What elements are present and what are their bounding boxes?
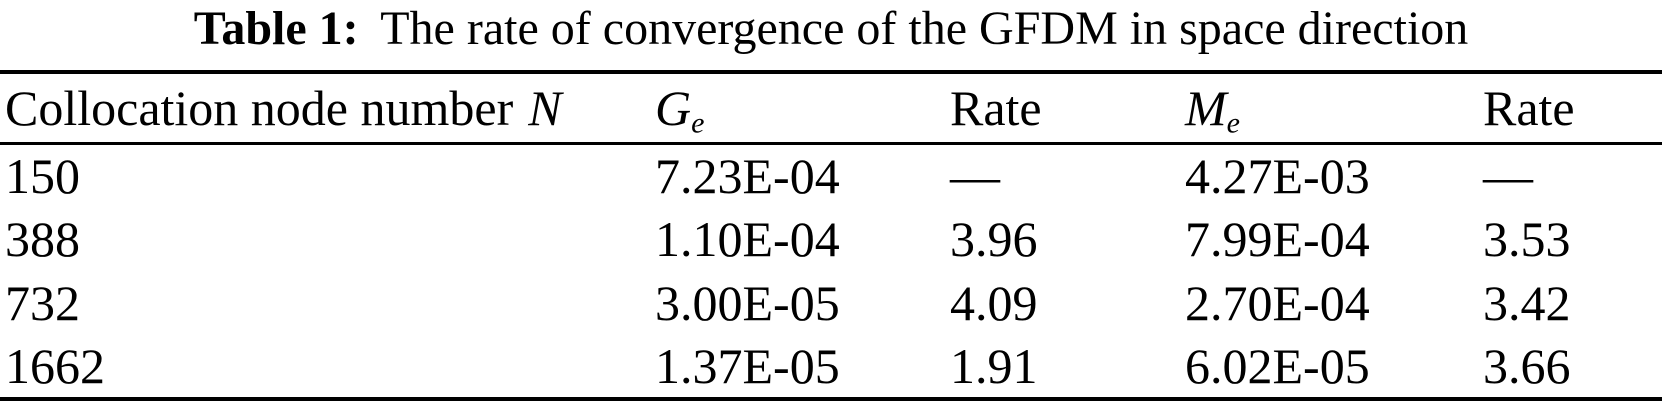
cell-ge-rate: — — [950, 147, 1000, 204]
col-header-node-number-text: Collocation node number — [5, 79, 514, 136]
table-row: 150 7.23E-04 — 4.27E-03 — — [0, 143, 1662, 207]
col-header-ge: Ge — [655, 72, 950, 143]
cell-ge-rate: 4.09 — [950, 275, 1038, 331]
col-header-ge-symbol: G — [655, 79, 692, 136]
table-body: 150 7.23E-04 — 4.27E-03 — 388 1.10E-04 3… — [0, 143, 1662, 399]
convergence-table: Collocation node number N Ge Rate Me Rate… — [0, 70, 1662, 401]
cell-node-number: 1662 — [5, 338, 105, 394]
table-row: 1662 1.37E-05 1.91 6.02E-05 3.66 — [0, 335, 1662, 399]
cell-node-number: 732 — [5, 275, 80, 331]
cell-ge: 1.37E-05 — [655, 338, 840, 394]
cell-ge: 1.10E-04 — [655, 211, 840, 267]
cell-me: 4.27E-03 — [1185, 147, 1370, 204]
cell-me: 2.70E-04 — [1185, 275, 1370, 331]
table-header: Collocation node number N Ge Rate Me Rate — [0, 72, 1662, 143]
cell-ge: 7.23E-04 — [655, 147, 840, 204]
table-row: 388 1.10E-04 3.96 7.99E-04 3.53 — [0, 207, 1662, 271]
cell-ge-rate: 1.91 — [950, 338, 1038, 394]
cell-me-rate: 3.53 — [1483, 211, 1571, 267]
table-caption: Table 1: The rate of convergence of the G… — [0, 0, 1662, 70]
col-header-me-symbol: M — [1185, 79, 1227, 136]
col-header-node-number-symbol: N — [528, 79, 562, 136]
col-header-node-number: Collocation node number N — [0, 72, 655, 143]
col-header-me-rate: Rate — [1483, 79, 1575, 136]
cell-me: 6.02E-05 — [1185, 338, 1370, 394]
col-header-me-subscript: e — [1226, 106, 1240, 140]
cell-node-number: 388 — [5, 211, 80, 267]
cell-node-number: 150 — [5, 147, 80, 204]
col-header-ge-rate: Rate — [950, 79, 1042, 136]
cell-ge: 3.00E-05 — [655, 275, 840, 331]
cell-ge-rate: 3.96 — [950, 211, 1038, 267]
col-header-me: Me — [1185, 72, 1483, 143]
table-row: 732 3.00E-05 4.09 2.70E-04 3.42 — [0, 271, 1662, 335]
table-caption-label: Table 1: — [193, 2, 359, 55]
cell-me-rate: — — [1483, 147, 1533, 204]
cell-me: 7.99E-04 — [1185, 211, 1370, 267]
table-caption-text: The rate of convergence of the GFDM in s… — [380, 2, 1469, 55]
table-header-row: Collocation node number N Ge Rate Me Rate — [0, 72, 1662, 143]
col-header-ge-subscript: e — [691, 106, 705, 140]
cell-me-rate: 3.66 — [1483, 338, 1571, 394]
cell-me-rate: 3.42 — [1483, 275, 1571, 331]
